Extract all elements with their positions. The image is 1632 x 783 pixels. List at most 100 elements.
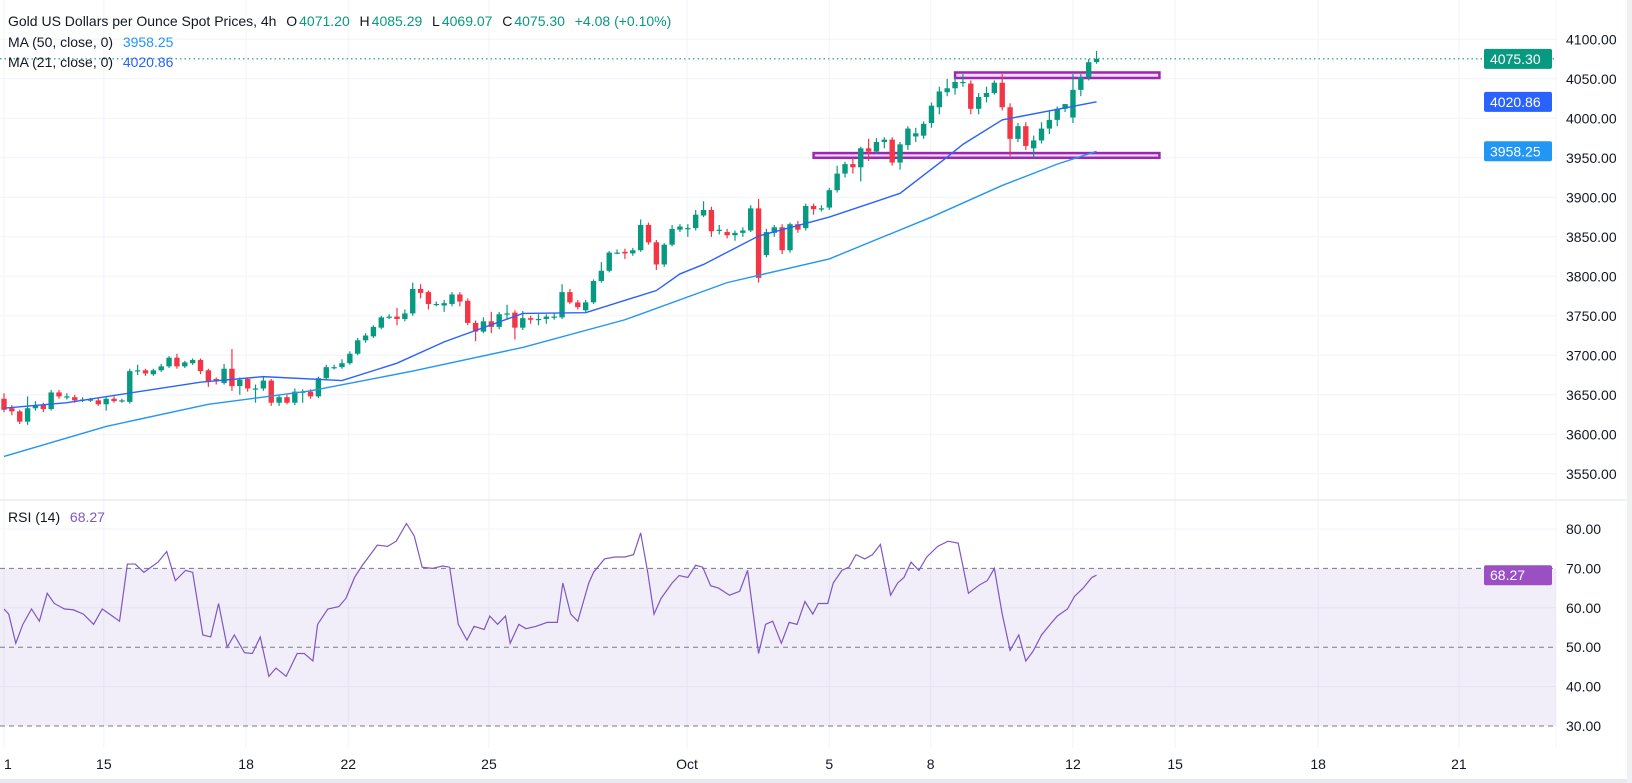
candle	[441, 300, 447, 312]
candle-body	[716, 229, 722, 231]
rsi-tick-label: 50.00	[1566, 639, 1601, 655]
candle-body	[944, 88, 950, 93]
candle	[1007, 103, 1013, 157]
ma21-price-tag: 4020.86	[1484, 91, 1552, 112]
high-label: H	[359, 13, 370, 29]
candle	[590, 279, 597, 304]
candle-body	[645, 224, 652, 243]
candle-body	[975, 96, 982, 109]
candle-body	[315, 378, 322, 397]
rsi-tick-label: 70.00	[1566, 560, 1601, 576]
candle	[142, 368, 149, 376]
candle	[1, 393, 7, 413]
candle	[842, 161, 848, 178]
candle-body	[771, 227, 777, 233]
candle-body	[103, 398, 109, 405]
price-tick-label: 3850.00	[1566, 229, 1617, 245]
candle	[527, 315, 534, 324]
candle	[858, 146, 864, 182]
ma50-price-tag: 3958.25	[1484, 141, 1552, 162]
candle-body	[567, 292, 573, 303]
bottom-border	[0, 779, 1632, 783]
candle-body	[9, 408, 15, 412]
candle	[881, 137, 888, 149]
rsi-value-tag: 68.27	[1484, 565, 1552, 586]
candle-body	[72, 397, 78, 401]
candle	[567, 288, 573, 304]
candle-body	[1062, 104, 1068, 109]
candle	[771, 224, 777, 237]
candle	[260, 377, 267, 391]
candle-body	[496, 314, 502, 327]
candle	[936, 86, 943, 115]
candle	[1023, 122, 1029, 150]
candle-body	[889, 139, 895, 163]
candle-body	[40, 405, 46, 410]
candle	[244, 377, 251, 392]
ma50-legend[interactable]: MA (50, close, 0) 3958.25	[8, 34, 175, 50]
candle-body	[1015, 126, 1021, 139]
candle-body	[810, 205, 817, 210]
candle	[166, 356, 172, 368]
candle-body	[637, 224, 644, 251]
candle-body	[268, 380, 274, 403]
open-label: O	[286, 13, 298, 29]
candle-body	[1007, 107, 1013, 139]
candle-body	[17, 411, 23, 422]
rsi-tick-label: 80.00	[1566, 521, 1601, 537]
ma21-legend[interactable]: MA (21, close, 0) 4020.86	[8, 54, 175, 70]
candle-body	[307, 391, 314, 397]
candle-body	[865, 148, 872, 152]
candle-body	[32, 405, 39, 409]
candle-body	[598, 270, 605, 282]
candle-body	[221, 368, 227, 383]
price-tags: 4075.30 4020.86 3958.25 68.27	[1484, 48, 1552, 586]
candle-body	[575, 302, 581, 308]
price-tick-label: 4100.00	[1566, 31, 1617, 47]
candle-body	[968, 83, 974, 109]
ma50-value: 3958.25	[122, 34, 174, 50]
candle	[17, 409, 23, 425]
candle	[24, 396, 31, 425]
candle	[197, 358, 204, 375]
candle	[716, 224, 722, 235]
candle-body	[858, 148, 864, 168]
candle	[48, 390, 54, 411]
candle-body	[95, 400, 102, 405]
candle	[276, 395, 282, 406]
symbol-title[interactable]: Gold US Dollars per Ounce Spot Prices, 4…	[8, 13, 277, 29]
rsi-tick-label: 30.00	[1566, 718, 1601, 734]
candle	[512, 310, 518, 340]
candle	[134, 364, 141, 376]
zone-rectangle[interactable]	[812, 151, 1161, 160]
candle-body	[873, 142, 880, 152]
candle	[189, 358, 196, 365]
price-tick-label: 3700.00	[1566, 347, 1617, 363]
candle-body	[1046, 119, 1053, 129]
candle	[999, 74, 1005, 111]
candle-body	[527, 318, 534, 320]
time-tick-label: 8	[927, 756, 935, 772]
candle-body	[111, 398, 117, 402]
rsi-legend[interactable]: RSI (14) 68.27	[8, 509, 107, 525]
horizontal-zones[interactable]	[812, 71, 1161, 160]
candle-body	[347, 353, 353, 364]
candle	[284, 394, 290, 405]
candle	[630, 247, 636, 256]
symbol-legend: Gold US Dollars per Ounce Spot Prices, 4…	[8, 13, 673, 29]
candle-body	[960, 81, 966, 84]
candle	[56, 390, 62, 399]
zone-rectangle[interactable]	[953, 71, 1161, 80]
right-border	[1627, 0, 1632, 783]
price-tick-label: 3750.00	[1566, 308, 1617, 324]
candle	[417, 284, 424, 299]
candle-body	[661, 244, 667, 265]
candle-body	[425, 292, 432, 304]
time-tick-label: 22	[340, 756, 356, 772]
candle	[95, 397, 102, 406]
candle-body	[803, 205, 809, 229]
candle	[1093, 50, 1100, 64]
close-label: C	[502, 13, 513, 29]
candle-body	[284, 397, 290, 403]
